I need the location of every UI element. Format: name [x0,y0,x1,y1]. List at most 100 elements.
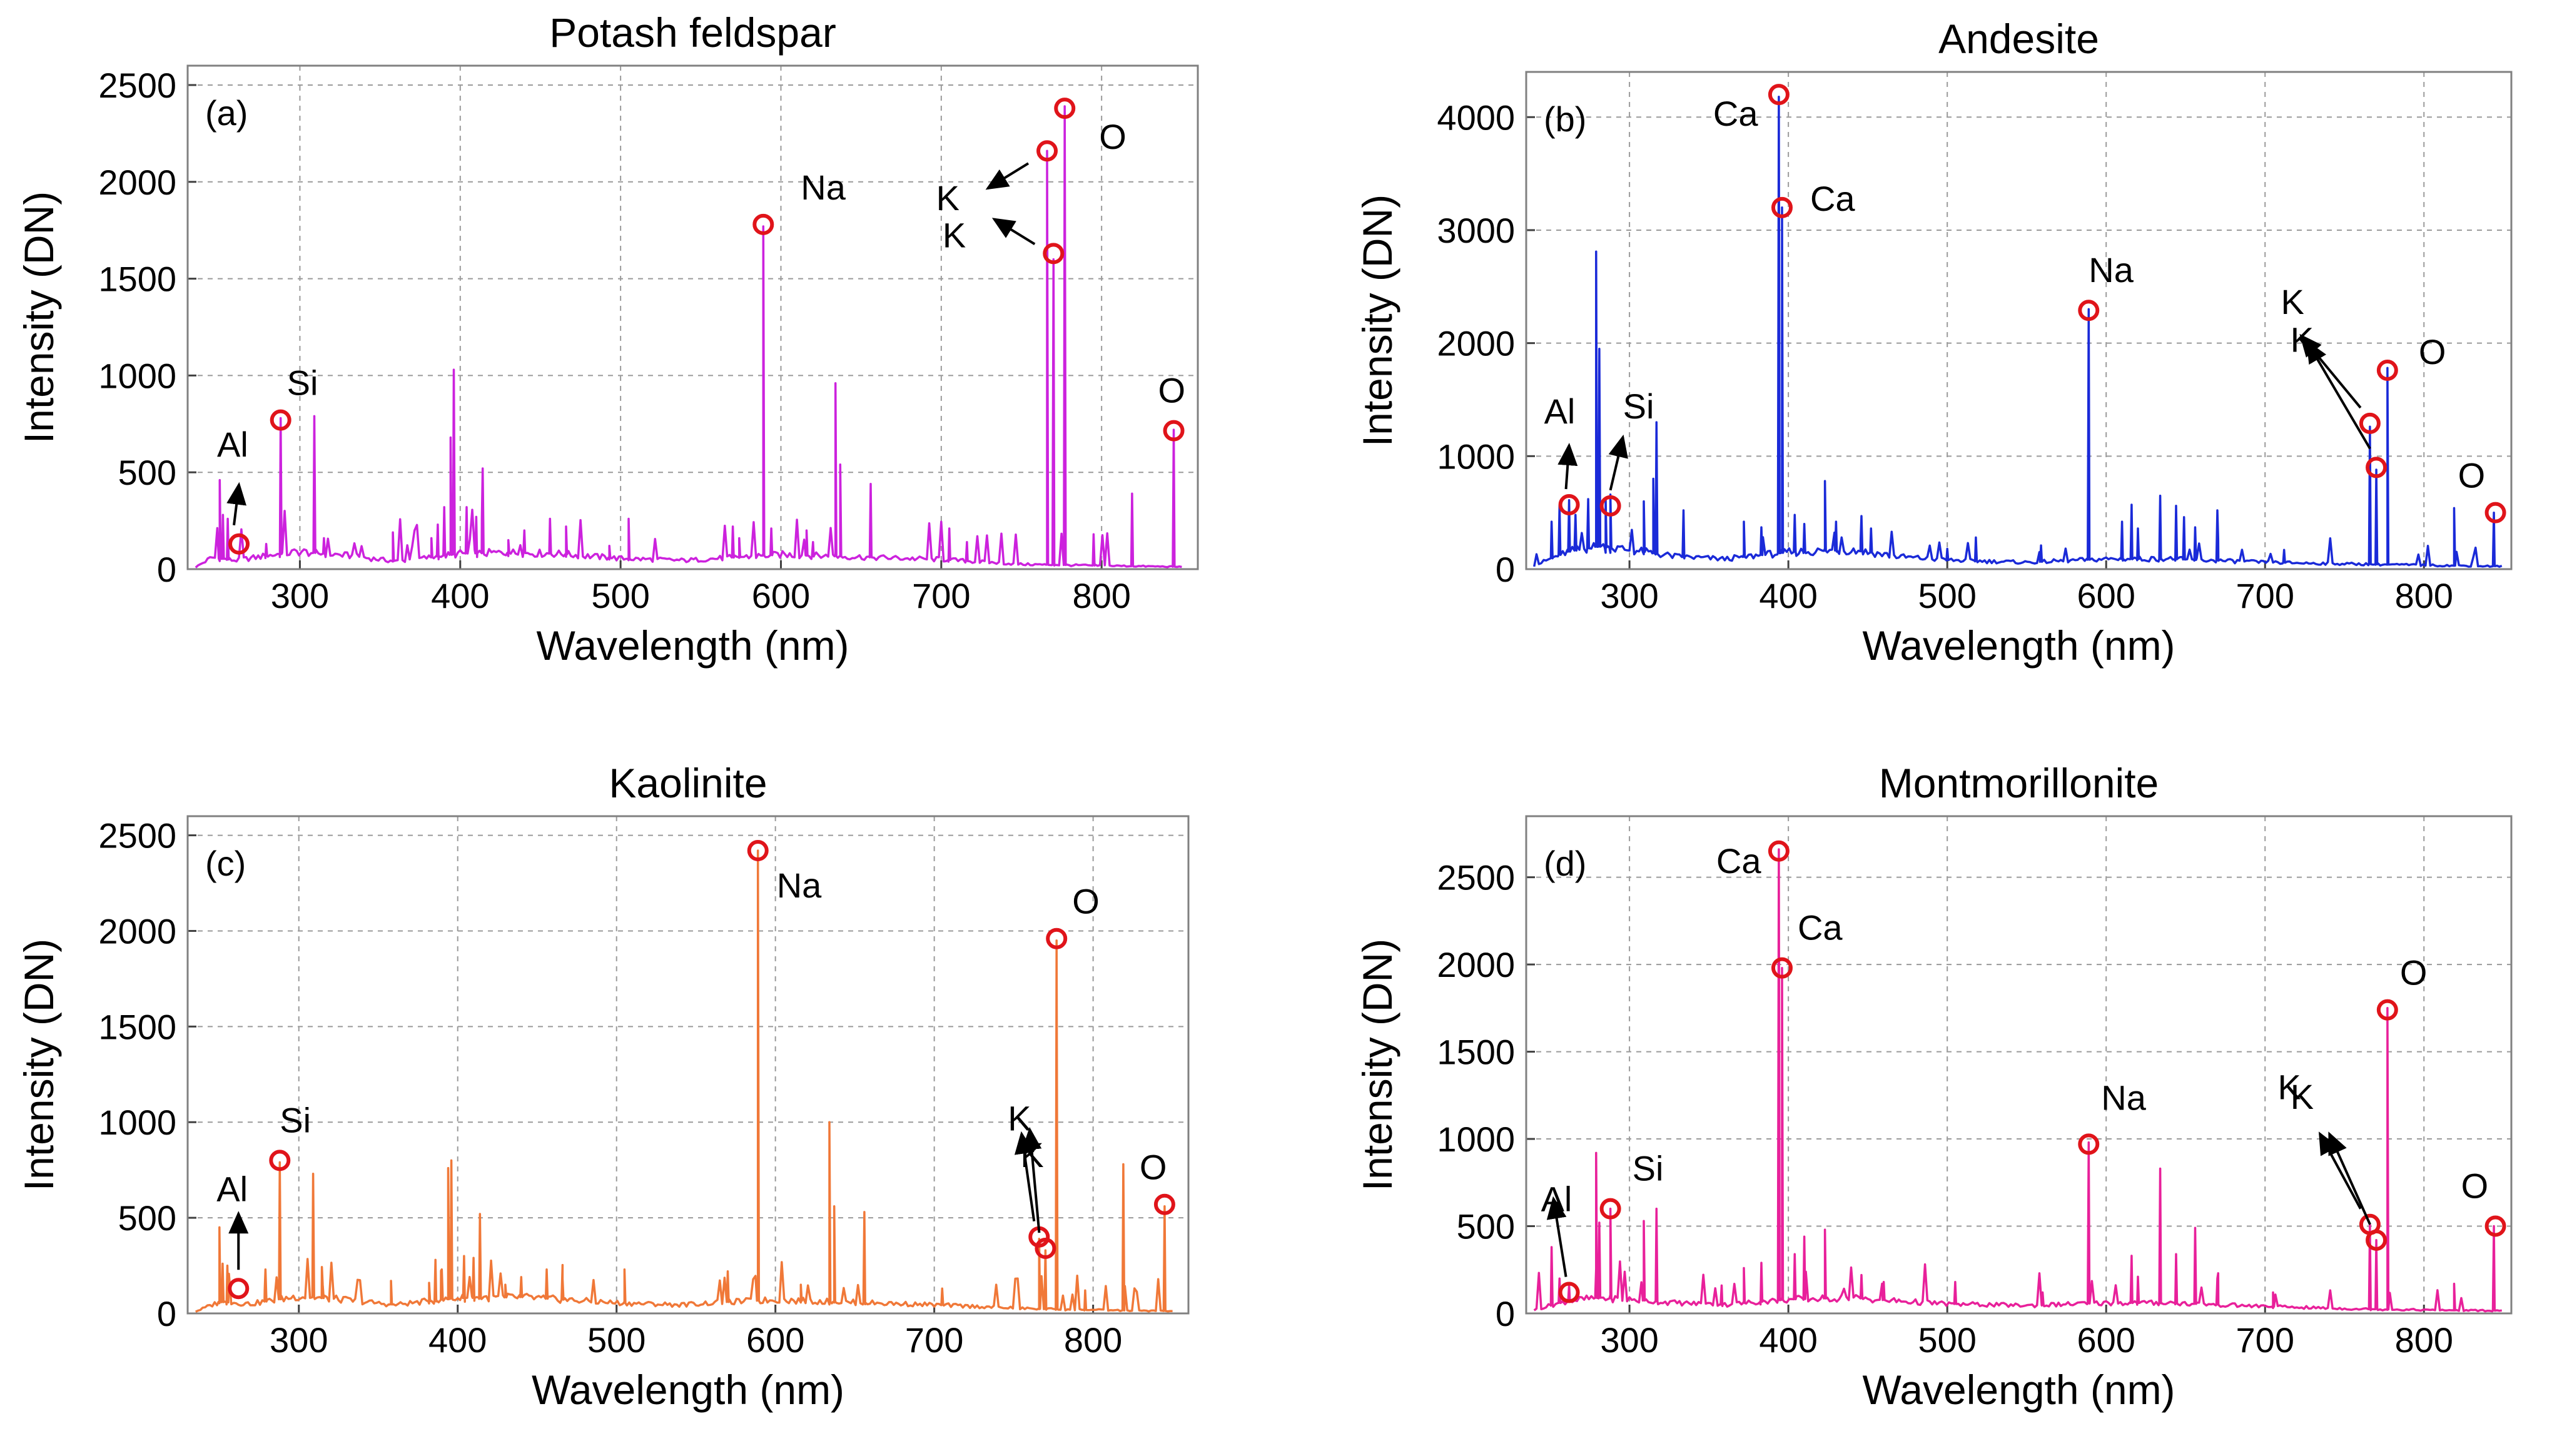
peak-label: O [2458,456,2486,495]
peak-label: O [2400,953,2428,993]
x-tick-label: 800 [2395,1320,2453,1360]
peak-marker [1771,957,1793,979]
peak-marker [2484,1215,2506,1237]
chart-title: Andesite [1938,16,2099,62]
peak-label: K [2278,1068,2301,1107]
annotation-arrow [1557,443,1578,490]
peak-label: K [1020,1135,1043,1175]
x-tick-label: 300 [1600,576,1658,615]
x-axis-label: Wavelength (nm) [536,622,849,669]
chart-title: Kaolinite [609,760,767,806]
y-tick-label: 1000 [1437,1120,1515,1159]
peak-label: Na [777,866,822,905]
peak-label: O [1158,371,1186,410]
peak-marker [228,1278,250,1300]
peak-marker [1043,243,1065,265]
y-tick-label: 1000 [1437,437,1515,476]
peak-label: Si [1623,387,1654,426]
x-tick-label: 600 [752,576,810,615]
annotation-arrow [226,482,247,525]
annotation-arrow [1608,434,1628,491]
panel-b: 300 400 500 600 700 800 0 1000 2000 3000 4000 Al Si C… [1354,16,2513,669]
y-tick-label: 1000 [98,356,176,395]
peak-marker [1054,98,1076,119]
peak-label: K [943,215,966,255]
y-axis-label: Intensity (DN) [1354,195,1400,447]
peak-label: O [2461,1166,2489,1206]
peak-label: Al [1541,1180,1572,1219]
peak-label: Si [1633,1149,1664,1188]
chart-title: Montmorillonite [1879,760,2159,806]
x-tick-label: 400 [428,1320,487,1360]
peak-marker [1768,840,1790,862]
y-tick-label: 2000 [1437,324,1515,363]
panel-label: (d) [1544,844,1586,883]
peak-label: Al [1544,392,1576,431]
x-tick-label: 700 [2236,1320,2294,1360]
y-tick-label: 1500 [98,1007,176,1046]
peak-label: Si [287,363,318,403]
peak-marker [1599,495,1621,517]
peak-label: Si [280,1100,311,1140]
y-axis-label: Intensity (DN) [1354,939,1400,1191]
spectrum-line [195,849,1173,1313]
peak-label: Na [2089,250,2134,290]
peak-marker [1036,140,1058,162]
spectrum-line [195,105,1182,569]
annotation-arrow [1021,1127,1042,1233]
x-tick-label: 300 [271,576,329,615]
y-tick-label: 1000 [98,1103,176,1142]
plot-frame [186,815,1190,1315]
panel-label: (c) [205,844,246,883]
x-tick-label: 300 [1600,1320,1658,1360]
y-tick-label: 2500 [98,816,176,856]
y-tick-label: 3000 [1437,211,1515,250]
peak-label: Ca [1798,908,1843,948]
y-tick-label: 0 [157,550,176,589]
plot-frame [1525,815,2513,1315]
peak-marker [1558,1282,1580,1303]
annotation-arrow [1546,1196,1567,1277]
peak-label: Ca [1716,841,1761,881]
peak-label: O [2419,332,2446,372]
x-axis-label: Wavelength (nm) [532,1367,844,1413]
y-axis-label: Intensity (DN) [16,939,62,1191]
annotation-arrow [2306,340,2371,450]
peak-marker [1035,1238,1056,1260]
peak-marker [270,409,291,431]
x-tick-label: 500 [1918,1320,1976,1360]
y-tick-label: 2500 [1437,858,1515,897]
peak-label: Na [2101,1078,2146,1117]
peak-label: Ca [1713,94,1758,133]
peak-marker [2366,1229,2387,1251]
peak-marker [2484,502,2506,523]
peak-marker [1046,928,1068,949]
peak-marker [2366,457,2387,478]
x-axis-label: Wavelength (nm) [1862,1367,2175,1413]
y-tick-label: 0 [1496,550,1515,589]
y-tick-label: 2000 [98,163,176,202]
peak-label: O [1099,117,1127,156]
x-tick-label: 800 [1064,1320,1122,1360]
peak-label: Al [217,425,248,464]
panel-d: 300 400 500 600 700 800 0 500 1000 1500 2000 2500 Al… [1354,760,2513,1413]
y-tick-label: 2500 [98,66,176,105]
peak-marker [1768,84,1790,106]
y-tick-label: 4000 [1437,98,1515,137]
x-axis-label: Wavelength (nm) [1862,622,2175,669]
plot-frame [1525,71,2513,570]
panel-c: 300 400 500 600 700 800 0 500 1000 1500 2000 2500 Al… [16,760,1190,1413]
x-tick-label: 600 [2077,1320,2135,1360]
peak-label: O [1072,882,1100,921]
peak-marker [752,213,774,235]
spectrum-line [1532,96,2503,568]
y-axis-label: Intensity (DN) [16,191,62,443]
peak-label: K [936,178,960,218]
x-tick-label: 400 [1759,1320,1817,1360]
y-tick-label: 0 [157,1294,176,1333]
peak-label: O [1140,1148,1167,1187]
chart-title: Potash feldspar [549,9,836,56]
peak-marker [1558,494,1580,516]
peak-label: K [2281,282,2304,321]
